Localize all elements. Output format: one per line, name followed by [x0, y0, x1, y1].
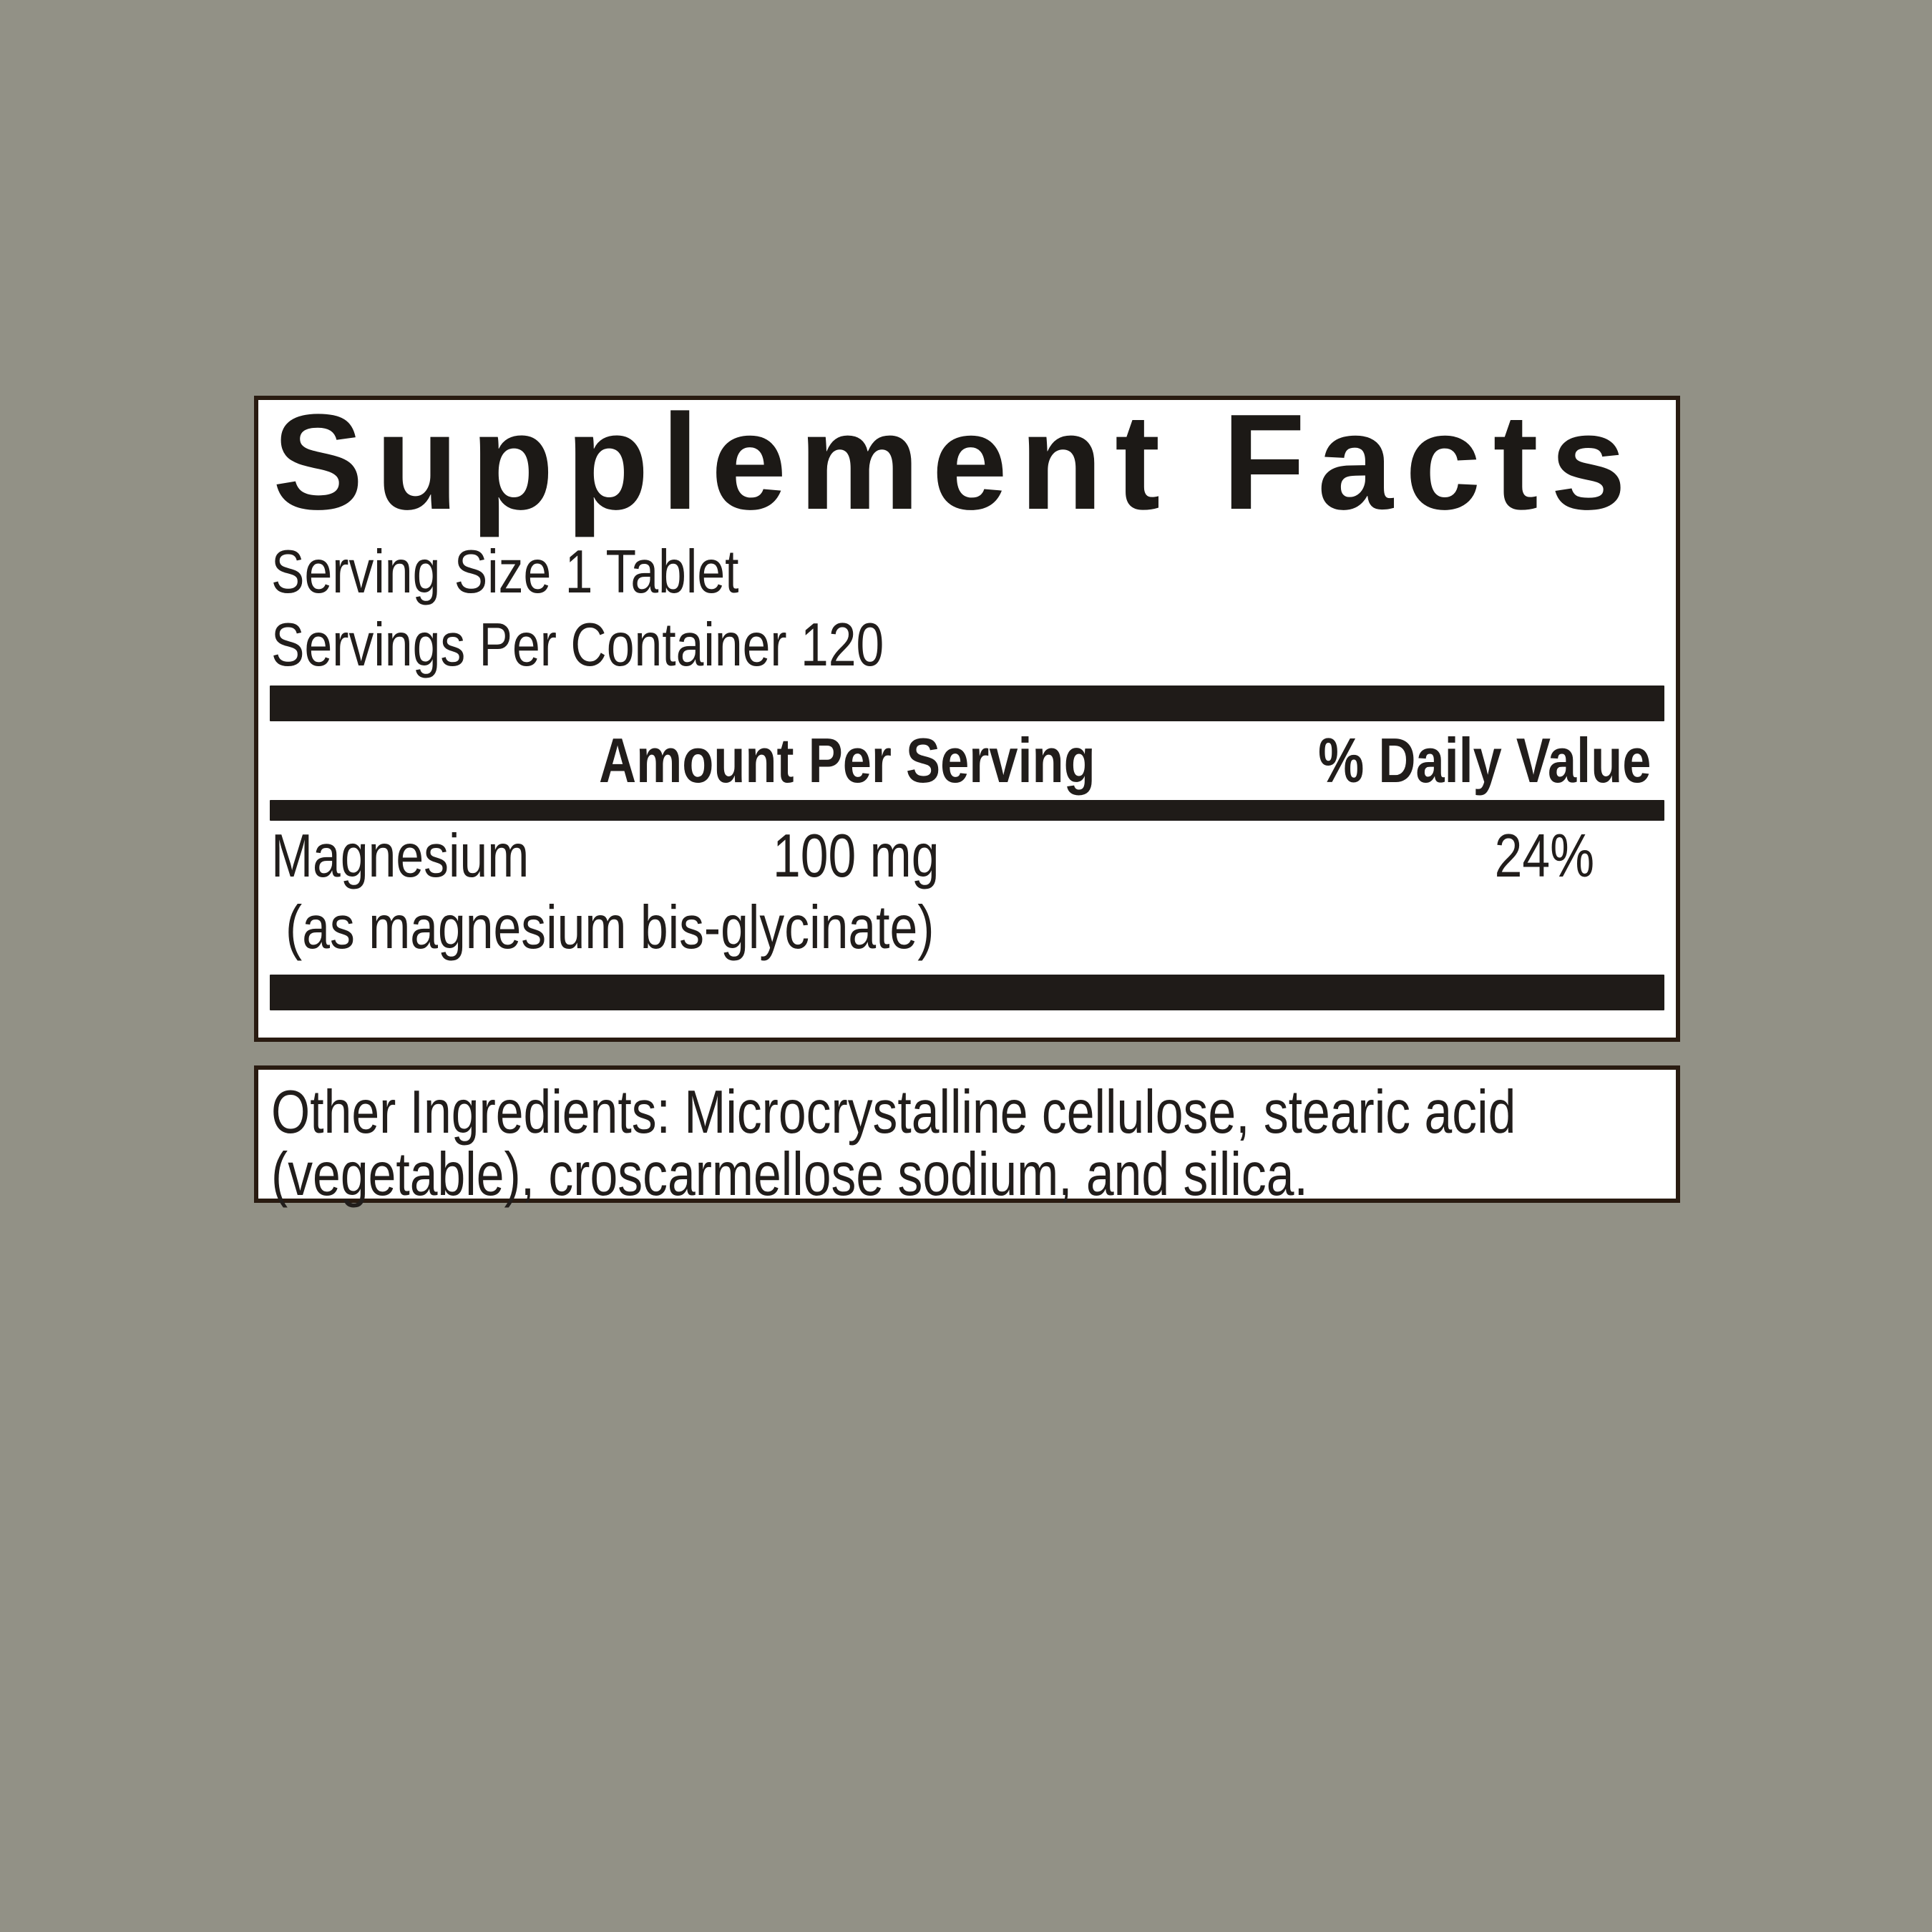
serving-size-line: Serving Size 1 Tablet — [271, 536, 1664, 609]
other-ingredients-text-1: Other Ingredients: Microcrystalline cell… — [271, 1078, 1516, 1146]
serving-size-text: Serving Size 1 Tablet — [271, 538, 739, 606]
servings-per-container-line: Servings Per Container 120 — [271, 609, 1664, 682]
nutrient-amount-cell: 100 mg — [773, 821, 976, 892]
nutrient-daily-value-cell: 24% — [1473, 821, 1594, 892]
divider-bar-header — [270, 800, 1664, 821]
nutrient-source-detail: (as magnesium bis-glycinate) — [286, 894, 935, 962]
other-ingredients-text-2: (vegetable), croscarmellose sodium, and … — [271, 1141, 1308, 1209]
amount-per-serving-label: Amount Per Serving — [599, 725, 1096, 796]
other-ingredients-panel: Other Ingredients: Microcrystalline cell… — [254, 1065, 1680, 1206]
divider-bar-top — [270, 686, 1664, 721]
supplement-facts-panel: Supplement Facts Serving Size 1 Tablet S… — [254, 396, 1680, 1042]
column-header-amount: Amount Per Serving — [599, 721, 1204, 800]
nutrient-name: Magnesium — [271, 822, 530, 890]
other-ingredients-line-2: (vegetable), croscarmellose sodium, and … — [271, 1143, 1664, 1206]
divider-bar-bottom — [270, 975, 1664, 1010]
column-header-daily-value: % Daily Value — [1245, 721, 1651, 800]
percent-daily-value-label: % Daily Value — [1317, 725, 1651, 796]
nutrient-daily-value: 24% — [1494, 822, 1594, 890]
nutrient-row-magnesium: Magnesium 100 mg 24% (as magnesium bis-g… — [270, 821, 1664, 975]
nutrient-amount: 100 mg — [773, 822, 940, 890]
servings-per-container-text: Servings Per Container 120 — [271, 611, 884, 679]
nutrient-name-cell: Magnesium — [271, 821, 585, 892]
column-header-row: Amount Per Serving % Daily Value — [270, 721, 1664, 800]
panel-title: Supplement Facts — [273, 396, 1639, 538]
nutrient-source-cell: (as magnesium bis-glycinate) — [286, 892, 1076, 964]
other-ingredients-line-1: Other Ingredients: Microcrystalline cell… — [271, 1081, 1664, 1143]
